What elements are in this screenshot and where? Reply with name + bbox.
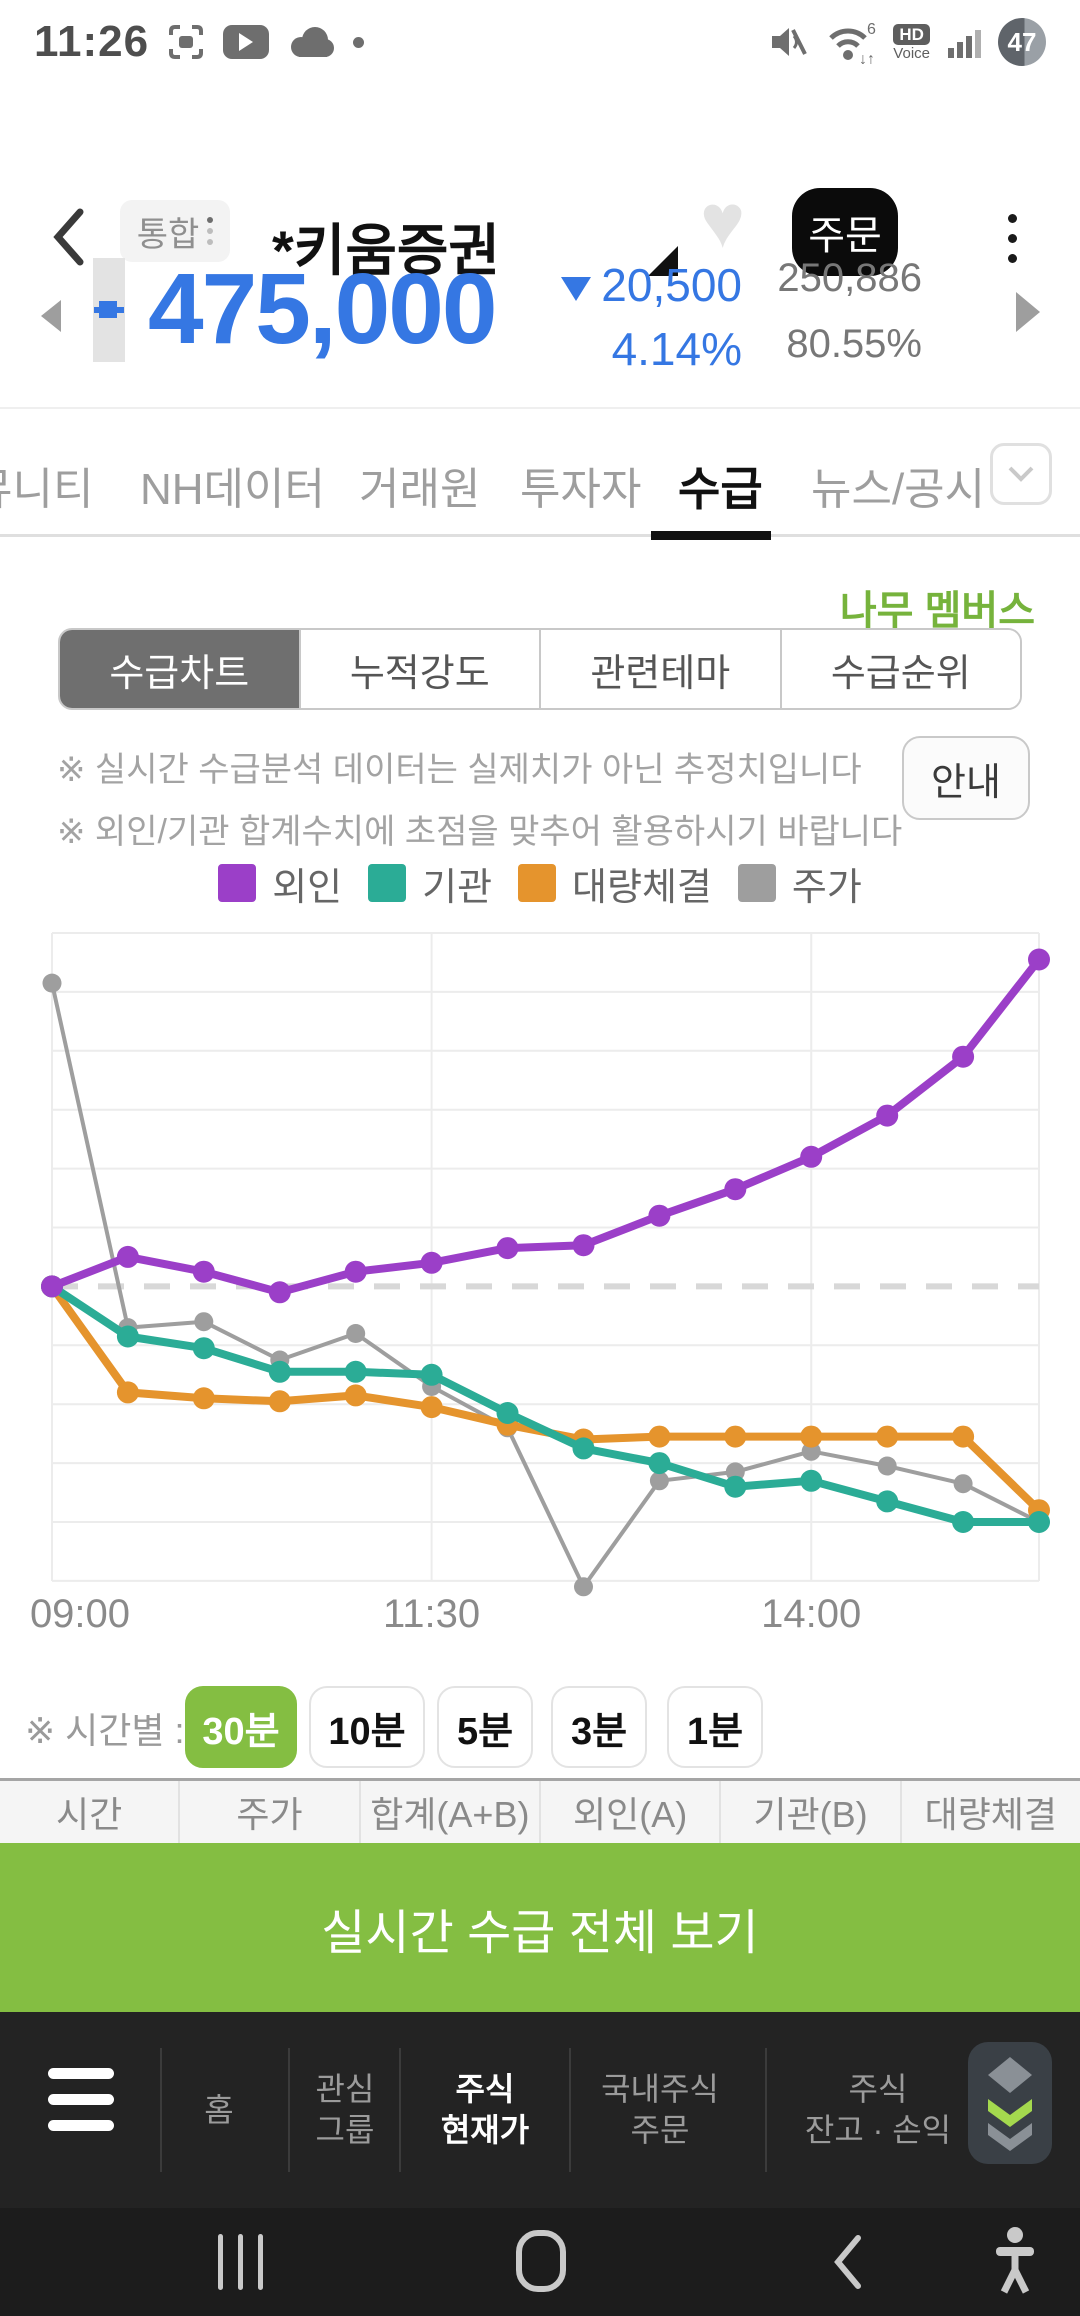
col-foreign: 외인(A) — [538, 1781, 719, 1843]
stock-title[interactable]: *키움증권 — [272, 219, 500, 282]
view-all-supply-button[interactable]: 실시간 수급 전체 보기 — [0, 1843, 1080, 2012]
order-button[interactable]: 주문 — [792, 188, 898, 276]
col-total: 합계(A+B) — [358, 1781, 539, 1843]
tab-expand-button[interactable] — [990, 443, 1052, 505]
menu-hamburger-icon[interactable] — [48, 2068, 114, 2131]
nav-home[interactable]: 홈 — [204, 2091, 234, 2128]
signal-icon — [948, 30, 981, 58]
title-dropdown-icon[interactable] — [648, 246, 678, 276]
active-tab-indicator — [651, 531, 771, 540]
tab-community[interactable]: 뮤니티 — [0, 465, 94, 514]
youtube-icon — [223, 25, 270, 59]
clock: 11:26 — [34, 17, 150, 66]
app-header: 통합 *키움증권 ♥ 주문 — [0, 88, 1080, 282]
recents-button[interactable] — [218, 2234, 263, 2290]
col-block-trade: 대량체결 — [899, 1781, 1080, 1843]
bottom-nav: 홈 관심 그룹 주식 현재가 국내주식 주문 주식 잔고 · 손익 — [0, 2012, 1080, 2208]
tab-investors[interactable]: 투자자 — [520, 465, 642, 514]
category-badge-label: 통합 — [136, 215, 200, 254]
favorite-heart-icon[interactable]: ♥ — [700, 179, 746, 264]
interval-label: ※ 시간별 : — [25, 1710, 185, 1751]
interval-5min-button[interactable]: 5분 — [437, 1686, 533, 1768]
legend-item-foreign: 외인 — [218, 856, 342, 911]
nav-watchlist[interactable]: 관심 그룹 — [315, 2071, 375, 2148]
legend-item-block-trade: 대량체결 — [518, 856, 712, 911]
price-change: 20,500 — [0, 258, 742, 312]
notification-dot-icon — [353, 36, 365, 48]
more-menu-icon[interactable] — [1008, 214, 1017, 263]
category-badge[interactable]: 통합 — [120, 200, 230, 262]
back-nav-button[interactable] — [832, 2232, 864, 2292]
battery-icon: 47 — [998, 18, 1046, 66]
turnover-percent: 80.55% — [786, 322, 922, 366]
namuh-logo-button[interactable] — [968, 2042, 1052, 2164]
interval-selector: ※ 시간별 : 30분 10분 5분 3분 1분 — [0, 1686, 1080, 1770]
tab-supply-demand[interactable]: 수급 — [678, 463, 763, 515]
membership-link[interactable]: 나무 멤버스 — [839, 589, 1035, 633]
notice-line-1: ※ 실시간 수급분석 데이터는 실제치가 아닌 추정치입니다 — [57, 751, 862, 789]
badge-dots-icon — [207, 217, 214, 245]
down-arrow-icon — [561, 277, 592, 301]
tab-news[interactable]: 뉴스/공시 — [811, 465, 986, 514]
interval-1min-button[interactable]: 1분 — [667, 1686, 763, 1768]
svg-text:09:00: 09:00 — [30, 1592, 130, 1636]
home-button[interactable] — [516, 2230, 566, 2292]
chart-legend: 외인 기관 대량체결 주가 — [0, 860, 1080, 909]
price-change-percent: 4.14% — [611, 323, 742, 375]
supply-demand-chart[interactable]: 09:00 11:30 14:00 — [0, 930, 1080, 1640]
back-button[interactable] — [52, 206, 86, 268]
col-time: 시간 — [56, 1794, 123, 1835]
screen-capture-icon — [169, 25, 204, 59]
nav-balance-pl[interactable]: 주식 잔고 · 손익 — [804, 2071, 952, 2148]
tab-bar: 뮤니티 NH데이터 거래원 투자자 수급 뉴스/공시 — [0, 425, 1080, 537]
col-institution: 기관(B) — [719, 1781, 899, 1843]
foreign-swatch-icon — [218, 864, 257, 902]
mute-icon — [772, 28, 808, 56]
cloud-icon — [291, 27, 335, 57]
interval-3min-button[interactable]: 3분 — [551, 1686, 647, 1768]
status-bar: 11:26 6 ↓↑ HD Voice — [0, 0, 1080, 84]
subtab-cumulative-strength[interactable]: 누적강도 — [298, 630, 539, 708]
tab-nh-data[interactable]: NH데이터 — [140, 465, 325, 514]
svg-text:14:00: 14:00 — [761, 1592, 861, 1636]
system-nav-bar — [0, 2208, 1080, 2316]
legend-item-institution: 기관 — [368, 856, 492, 911]
tab-divider — [0, 534, 1080, 537]
svg-text:↓↑: ↓↑ — [859, 51, 875, 64]
next-stock-arrow-icon[interactable] — [1016, 292, 1040, 332]
notice-line-2: ※ 외인/기관 합계수치에 초점을 맞추어 활용하시기 바랍니다 — [57, 813, 903, 851]
wifi-gen-label: 6 — [867, 21, 876, 38]
wifi-icon: 6 ↓↑ — [829, 21, 876, 64]
interval-30min-button[interactable]: 30분 — [185, 1686, 297, 1768]
layers-logo-icon — [988, 2057, 1032, 2151]
subtab-group: 수급차트 누적강도 관련테마 수급순위 — [58, 628, 1022, 710]
tab-brokers[interactable]: 거래원 — [359, 465, 481, 514]
institution-swatch-icon — [368, 864, 407, 902]
mini-chart-handle[interactable] — [93, 258, 125, 362]
svg-text:11:30: 11:30 — [383, 1592, 480, 1636]
candle-icon — [94, 301, 124, 318]
subtab-supply-ranking[interactable]: 수급순위 — [779, 630, 1020, 708]
hd-voice-icon: HD Voice — [893, 23, 930, 62]
current-price: 475,000 — [148, 253, 497, 365]
block-trade-swatch-icon — [518, 864, 557, 902]
guide-button[interactable]: 안내 — [902, 736, 1030, 820]
section-divider — [0, 407, 1080, 409]
nav-stock-quote[interactable]: 주식 현재가 — [440, 2071, 530, 2148]
interval-10min-button[interactable]: 10분 — [309, 1686, 425, 1768]
accessibility-button[interactable] — [992, 2226, 1038, 2298]
legend-item-price: 주가 — [737, 856, 862, 911]
subtab-supply-chart[interactable]: 수급차트 — [60, 630, 299, 708]
data-table-header: 시간 주가 합계(A+B) 외인(A) 기관(B) 대량체결 — [0, 1778, 1080, 1843]
subtab-related-themes[interactable]: 관련테마 — [539, 630, 780, 708]
chevron-down-icon — [1008, 466, 1034, 482]
prev-stock-arrow-icon[interactable] — [41, 300, 61, 332]
volume-value: 250,886 — [777, 256, 922, 300]
price-swatch-icon — [737, 864, 776, 902]
col-price: 주가 — [178, 1781, 358, 1843]
nav-domestic-order[interactable]: 국내주식 주문 — [601, 2071, 719, 2148]
